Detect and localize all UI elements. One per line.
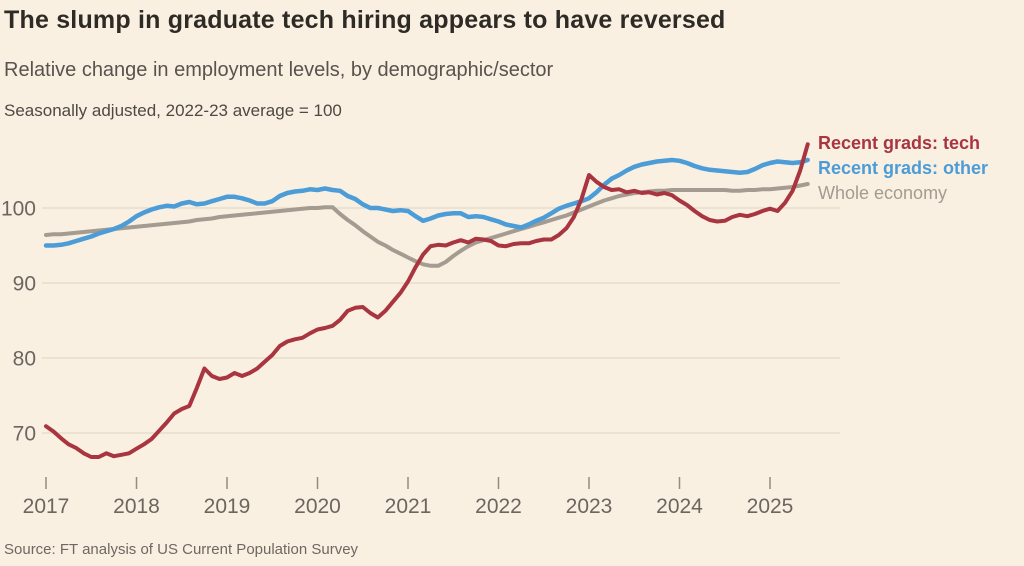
x-axis-label: 2024 (656, 495, 703, 518)
x-axis-label: 2019 (204, 495, 251, 518)
series-line-whole-economy (44, 182, 810, 268)
x-axis-label: 2023 (566, 495, 613, 518)
page-title: The slump in graduate tech hiring appear… (4, 6, 726, 34)
series-line-tech (44, 142, 810, 459)
x-axis-label: 2022 (475, 495, 522, 518)
y-axis-label: 100 (1, 198, 36, 221)
series-line-other (43, 157, 810, 248)
x-axis-label: 2025 (747, 495, 794, 518)
y-axis-label: 80 (13, 348, 36, 371)
x-axis-label: 2020 (294, 495, 341, 518)
y-axis-label: 70 (13, 423, 36, 446)
x-axis-label: 2017 (23, 495, 70, 518)
legend-item-tech: Recent grads: tech (818, 133, 981, 153)
legend-item-whole-economy: Whole economy (818, 183, 948, 203)
x-axis-label: 2021 (385, 495, 432, 518)
y-axis-label: 90 (13, 273, 36, 296)
legend-item-other: Recent grads: other (818, 158, 989, 178)
x-axis-label: 2018 (113, 495, 160, 518)
chart-unit-note: Seasonally adjusted, 2022-23 average = 1… (4, 101, 342, 120)
source-note: Source: FT analysis of US Current Popula… (4, 541, 359, 558)
chart-subtitle: Relative change in employment levels, by… (4, 59, 554, 81)
